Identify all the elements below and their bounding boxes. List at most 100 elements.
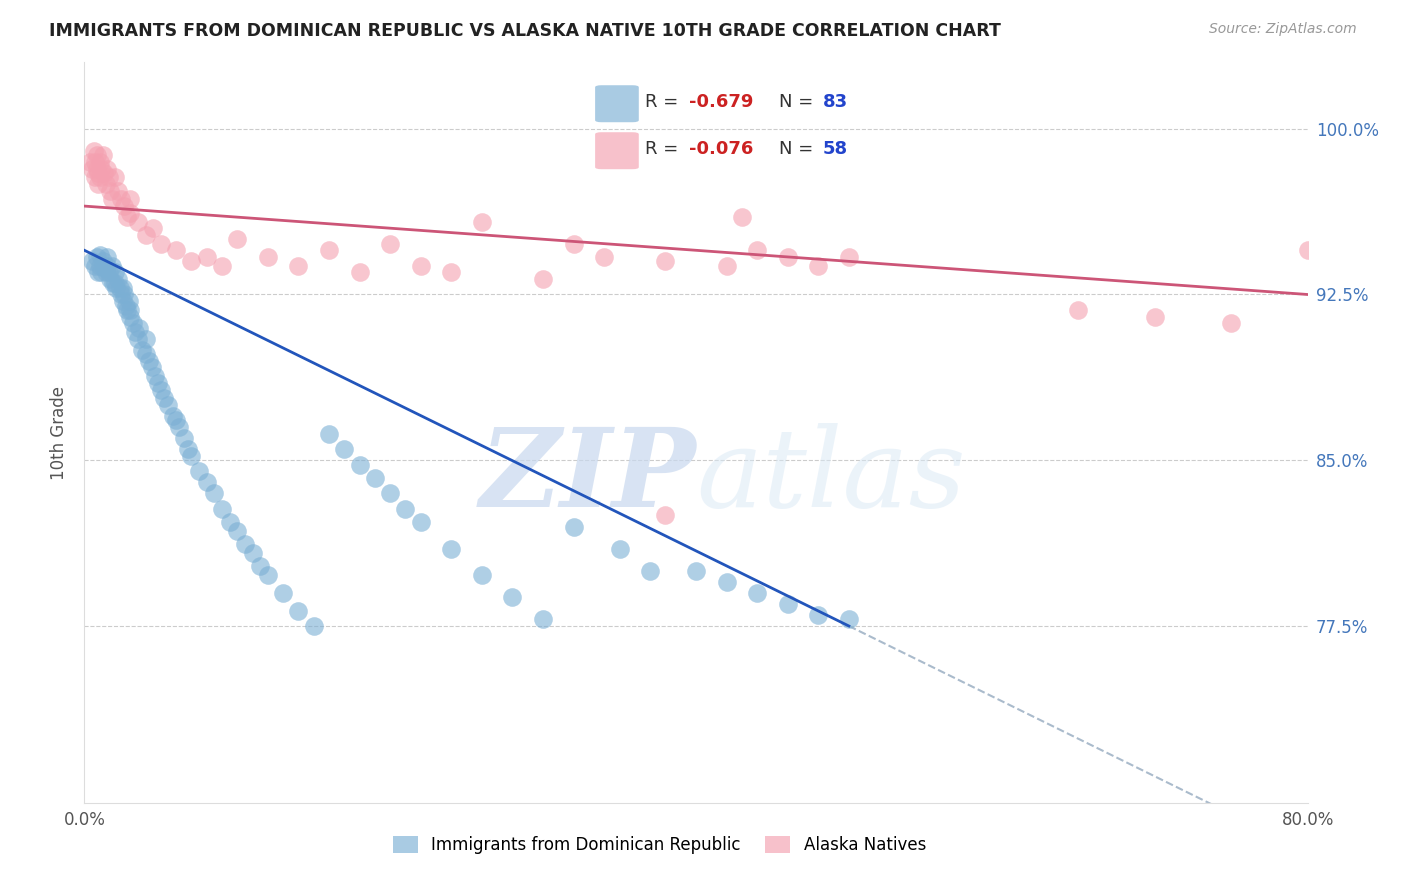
Point: [91, 254, 114, 268]
Point: [104, 265, 127, 279]
Point: [87, 265, 110, 279]
Point: [211, 259, 233, 273]
Point: [807, 259, 830, 273]
Point: [127, 332, 149, 346]
Point: [104, 277, 127, 291]
Point: [716, 574, 738, 589]
Point: [609, 541, 631, 556]
Point: [440, 541, 463, 556]
Point: [502, 591, 524, 605]
Point: [110, 287, 132, 301]
Point: [108, 281, 131, 295]
Y-axis label: 10th Grade: 10th Grade: [51, 385, 69, 480]
Point: [96, 161, 118, 176]
Point: [120, 310, 142, 324]
Point: [143, 369, 166, 384]
Point: [103, 277, 125, 291]
Point: [94, 177, 117, 191]
Point: [84, 259, 107, 273]
Point: [97, 265, 120, 279]
Point: [1143, 310, 1166, 324]
Point: [226, 524, 249, 538]
Point: [115, 302, 138, 317]
Point: [654, 254, 676, 268]
Point: [142, 221, 165, 235]
Point: [188, 464, 211, 478]
Text: atlas: atlas: [696, 424, 966, 531]
Text: IMMIGRANTS FROM DOMINICAN REPUBLIC VS ALASKA NATIVE 10TH GRADE CORRELATION CHART: IMMIGRANTS FROM DOMINICAN REPUBLIC VS AL…: [49, 22, 1001, 40]
Point: [79, 154, 101, 169]
Point: [409, 515, 432, 529]
Point: [271, 586, 294, 600]
Point: [838, 612, 860, 626]
Point: [562, 236, 585, 251]
Point: [218, 515, 240, 529]
Point: [89, 248, 111, 262]
Point: [94, 265, 117, 279]
Point: [84, 170, 107, 185]
Point: [112, 199, 135, 213]
Point: [287, 259, 309, 273]
Point: [180, 449, 202, 463]
Point: [141, 360, 163, 375]
Point: [195, 475, 218, 490]
Point: [562, 519, 585, 533]
Point: [149, 236, 172, 251]
Point: [531, 272, 554, 286]
Point: [233, 537, 256, 551]
Point: [124, 325, 146, 339]
Point: [226, 232, 249, 246]
Point: [118, 294, 141, 309]
Point: [105, 281, 128, 295]
Point: [776, 250, 799, 264]
Point: [114, 299, 136, 313]
Point: [80, 161, 103, 176]
Point: [135, 347, 157, 361]
Point: [380, 486, 402, 500]
Point: [127, 214, 149, 228]
Point: [1067, 302, 1090, 317]
Point: [84, 154, 107, 169]
Point: [149, 383, 172, 397]
Point: [638, 564, 661, 578]
Point: [128, 320, 150, 334]
Point: [531, 612, 554, 626]
Point: [96, 250, 118, 264]
Point: [86, 148, 108, 162]
Point: [153, 392, 176, 406]
Point: [110, 193, 132, 207]
Point: [380, 236, 402, 251]
Point: [257, 250, 280, 264]
Point: [165, 413, 187, 427]
Point: [180, 254, 202, 268]
Legend: Immigrants from Dominican Republic, Alaska Natives: Immigrants from Dominican Republic, Alas…: [385, 830, 932, 861]
Point: [101, 259, 124, 273]
Point: [318, 426, 340, 441]
Point: [89, 170, 111, 185]
Point: [242, 546, 264, 560]
Point: [135, 332, 157, 346]
Point: [131, 343, 153, 357]
Point: [211, 501, 233, 516]
Point: [138, 353, 160, 368]
Point: [104, 170, 127, 185]
Point: [107, 272, 129, 286]
Point: [318, 244, 340, 258]
Point: [394, 501, 416, 516]
Point: [96, 259, 118, 273]
Point: [89, 259, 111, 273]
Point: [654, 508, 676, 523]
Point: [115, 210, 138, 224]
Point: [440, 265, 463, 279]
Point: [747, 586, 769, 600]
Point: [91, 148, 114, 162]
Point: [122, 316, 145, 330]
Point: [112, 287, 135, 301]
Point: [302, 619, 325, 633]
Point: [685, 564, 707, 578]
Point: [471, 214, 494, 228]
Point: [287, 603, 309, 617]
Point: [80, 254, 103, 268]
Point: [349, 265, 371, 279]
Point: [87, 166, 110, 180]
